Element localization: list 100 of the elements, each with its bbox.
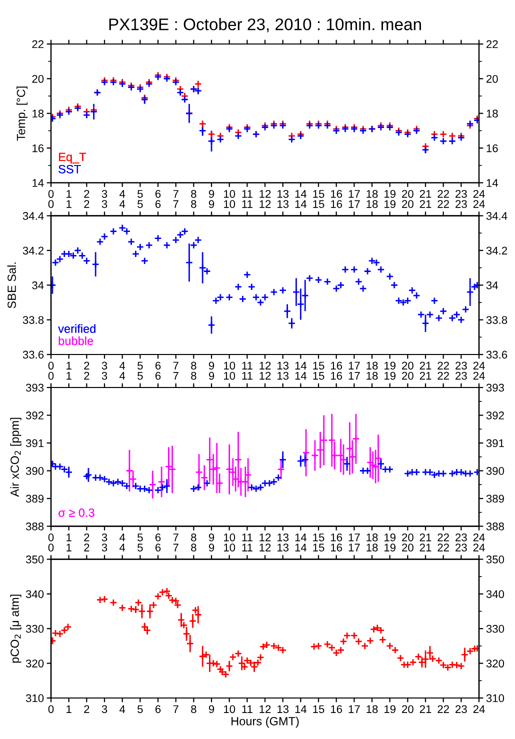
x-tick-label: 4 xyxy=(120,705,126,713)
x2-tick-label: 9 xyxy=(208,544,214,552)
x-tick-label: 6 xyxy=(155,705,161,714)
x2-tick-label: 23 xyxy=(456,372,467,380)
x-tick-label: 10 xyxy=(224,362,236,370)
x-tick-label: 13 xyxy=(278,533,289,542)
y2-tick-label: 330 xyxy=(486,624,504,633)
x-tick-label: 18 xyxy=(366,190,378,198)
x2-tick-label: 14 xyxy=(295,200,307,208)
y2-tick-label: 389 xyxy=(486,494,504,503)
y-axis-title: Temp. [°C] xyxy=(16,86,28,141)
x-tick-label: 16 xyxy=(331,533,342,542)
x-tick-label: 6 xyxy=(155,362,161,370)
x2-tick-label: 11 xyxy=(242,372,252,380)
x-tick-label: 14 xyxy=(295,362,307,370)
x2-tick-label: 6 xyxy=(155,372,161,380)
x-tick-label: 5 xyxy=(138,534,143,542)
x2-tick-label: 5 xyxy=(138,372,143,380)
x-tick-label: 6 xyxy=(155,533,161,542)
x-tick-label: 0 xyxy=(48,190,54,198)
x-tick-label: 19 xyxy=(384,533,396,542)
x-tick-label: 20 xyxy=(402,705,414,714)
x-tick-label: 21 xyxy=(420,705,432,713)
x-tick-label: 5 xyxy=(138,362,143,370)
x2-tick-label: 22 xyxy=(438,200,449,208)
x2-tick-label: 7 xyxy=(173,544,178,552)
x2-tick-label: 2 xyxy=(84,372,90,380)
y-axis-title: pCO$_{2}$ [μ atm] xyxy=(10,594,22,663)
x-tick-label: 14 xyxy=(295,705,307,713)
text: verified xyxy=(58,324,96,333)
x-tick-label: 2 xyxy=(84,533,90,542)
x-tick-label: 23 xyxy=(456,705,467,714)
x2-tick-label: 1 xyxy=(66,200,72,208)
x2-tick-label: 8 xyxy=(191,200,196,208)
y2-tick-label: 33.8 xyxy=(486,316,508,324)
x-tick-label: 23 xyxy=(456,190,467,198)
x-tick-label: 9 xyxy=(208,533,214,542)
x-tick-label: 17 xyxy=(348,362,360,370)
x-tick-label: 16 xyxy=(331,362,342,370)
x2-tick-label: 16 xyxy=(331,372,342,380)
x2-tick-label: 22 xyxy=(438,372,449,380)
x2-tick-label: 23 xyxy=(456,200,467,208)
x2-tick-label: 15 xyxy=(313,200,324,208)
y2-tick-label: 16 xyxy=(486,144,498,152)
x2-tick-label: 19 xyxy=(384,372,396,380)
x-tick-label: 11 xyxy=(242,190,252,198)
x-tick-label: 3 xyxy=(102,533,108,542)
x-tick-label: 3 xyxy=(102,362,108,370)
x2-tick-label: 0 xyxy=(48,200,54,208)
x-tick-label: 17 xyxy=(348,534,360,542)
x-tick-label: 1 xyxy=(66,190,72,198)
x2-tick-label: 8 xyxy=(191,372,196,380)
y-tick-label: 320 xyxy=(26,660,44,668)
x2-tick-label: 19 xyxy=(384,200,396,208)
y-tick-label: 390 xyxy=(26,467,44,475)
x2-tick-label: 18 xyxy=(366,544,378,552)
x2-tick-label: 24 xyxy=(473,544,485,552)
y-tick-label: 310 xyxy=(26,694,44,702)
x2-tick-label: 15 xyxy=(313,372,324,380)
x2-tick-label: 8 xyxy=(191,544,196,552)
x2-tick-label: 24 xyxy=(473,372,485,380)
x2-tick-label: 19 xyxy=(384,544,396,552)
x-tick-label: 13 xyxy=(278,362,289,370)
x-tick-label: 8 xyxy=(191,533,196,542)
x2-tick-label: 11 xyxy=(242,200,252,208)
x-tick-label: 12 xyxy=(260,533,271,542)
x-tick-label: 11 xyxy=(242,362,252,370)
x2-tick-label: 21 xyxy=(420,372,432,380)
y-tick-label: 340 xyxy=(26,590,44,598)
x-tick-label: 20 xyxy=(402,190,414,198)
x-tick-label: 1 xyxy=(66,705,72,713)
x-tick-label: 0 xyxy=(48,705,54,714)
x2-tick-label: 23 xyxy=(456,544,467,552)
y2-tick-label: 320 xyxy=(486,660,504,668)
x-tick-label: 4 xyxy=(120,362,126,370)
x-tick-label: 12 xyxy=(260,705,271,713)
y2-tick-label: 34 xyxy=(486,281,498,290)
x2-tick-label: 3 xyxy=(102,372,108,380)
x2-tick-label: 14 xyxy=(295,544,307,552)
x2-tick-label: 14 xyxy=(295,372,307,380)
x-tick-label: 21 xyxy=(420,362,432,370)
x2-tick-label: 11 xyxy=(242,544,252,552)
x-tick-label: 13 xyxy=(278,190,289,198)
x-tick-label: 1 xyxy=(66,534,72,542)
x-tick-label: 17 xyxy=(348,190,360,198)
x2-tick-label: 12 xyxy=(260,200,271,208)
x-tick-label: 1 xyxy=(66,362,72,370)
y-tick-label: 389 xyxy=(26,494,44,503)
x-tick-label: 21 xyxy=(420,533,432,542)
x-tick-label: 3 xyxy=(102,705,108,714)
x2-tick-label: 7 xyxy=(173,372,178,380)
y2-tick-label: 310 xyxy=(486,694,504,702)
x-tick-label: 7 xyxy=(173,190,178,198)
x-tick-label: 15 xyxy=(313,362,324,370)
x-tick-label: 24 xyxy=(473,533,485,542)
x-tick-label: 14 xyxy=(295,190,307,198)
x2-tick-label: 21 xyxy=(420,200,432,208)
x2-tick-label: 1 xyxy=(66,372,72,380)
x2-tick-label: 10 xyxy=(224,372,236,380)
x-tick-label: 10 xyxy=(224,190,236,198)
